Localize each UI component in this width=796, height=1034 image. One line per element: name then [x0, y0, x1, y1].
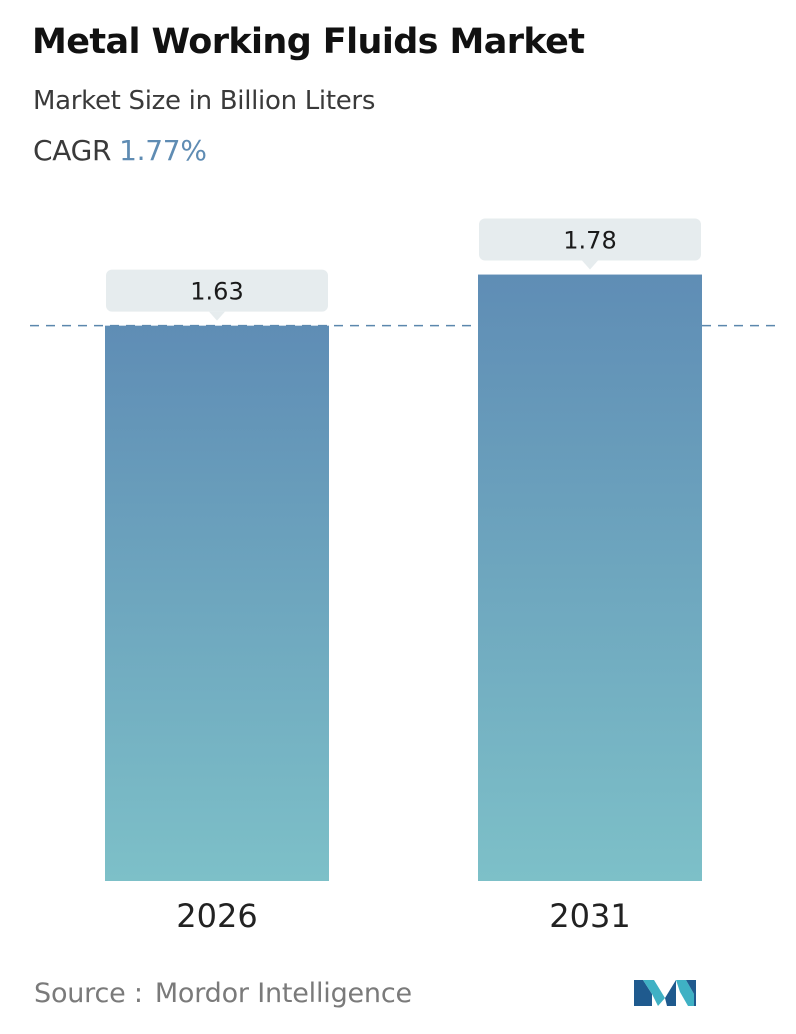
cagr-label: CAGR	[33, 134, 112, 167]
data-label-box	[479, 218, 701, 261]
source-label: Source :	[34, 978, 143, 1009]
category-label: 2031	[549, 897, 630, 935]
data-label-pointer	[582, 260, 598, 270]
chart-subtitle: Market Size in Billion Liters	[33, 86, 376, 116]
data-label-pointer	[209, 311, 225, 321]
data-label: 1.63	[190, 278, 243, 306]
data-label: 1.78	[563, 227, 616, 255]
chart-title: Metal Working Fluids Market	[32, 22, 585, 62]
source-line: Source : Mordor Intelligence	[34, 978, 412, 1009]
cagr-line: CAGR 1.77%	[33, 134, 207, 167]
cagr-value: 1.77%	[119, 134, 207, 167]
mordor-intelligence-logo-icon	[634, 980, 696, 1006]
bar-2031	[478, 274, 702, 882]
bar-2026	[105, 325, 329, 881]
bar-chart: 1.63 2026 1.78 2031	[30, 218, 782, 935]
data-label-box	[106, 269, 328, 312]
source-name: Mordor Intelligence	[154, 978, 412, 1009]
category-label: 2026	[176, 897, 257, 935]
